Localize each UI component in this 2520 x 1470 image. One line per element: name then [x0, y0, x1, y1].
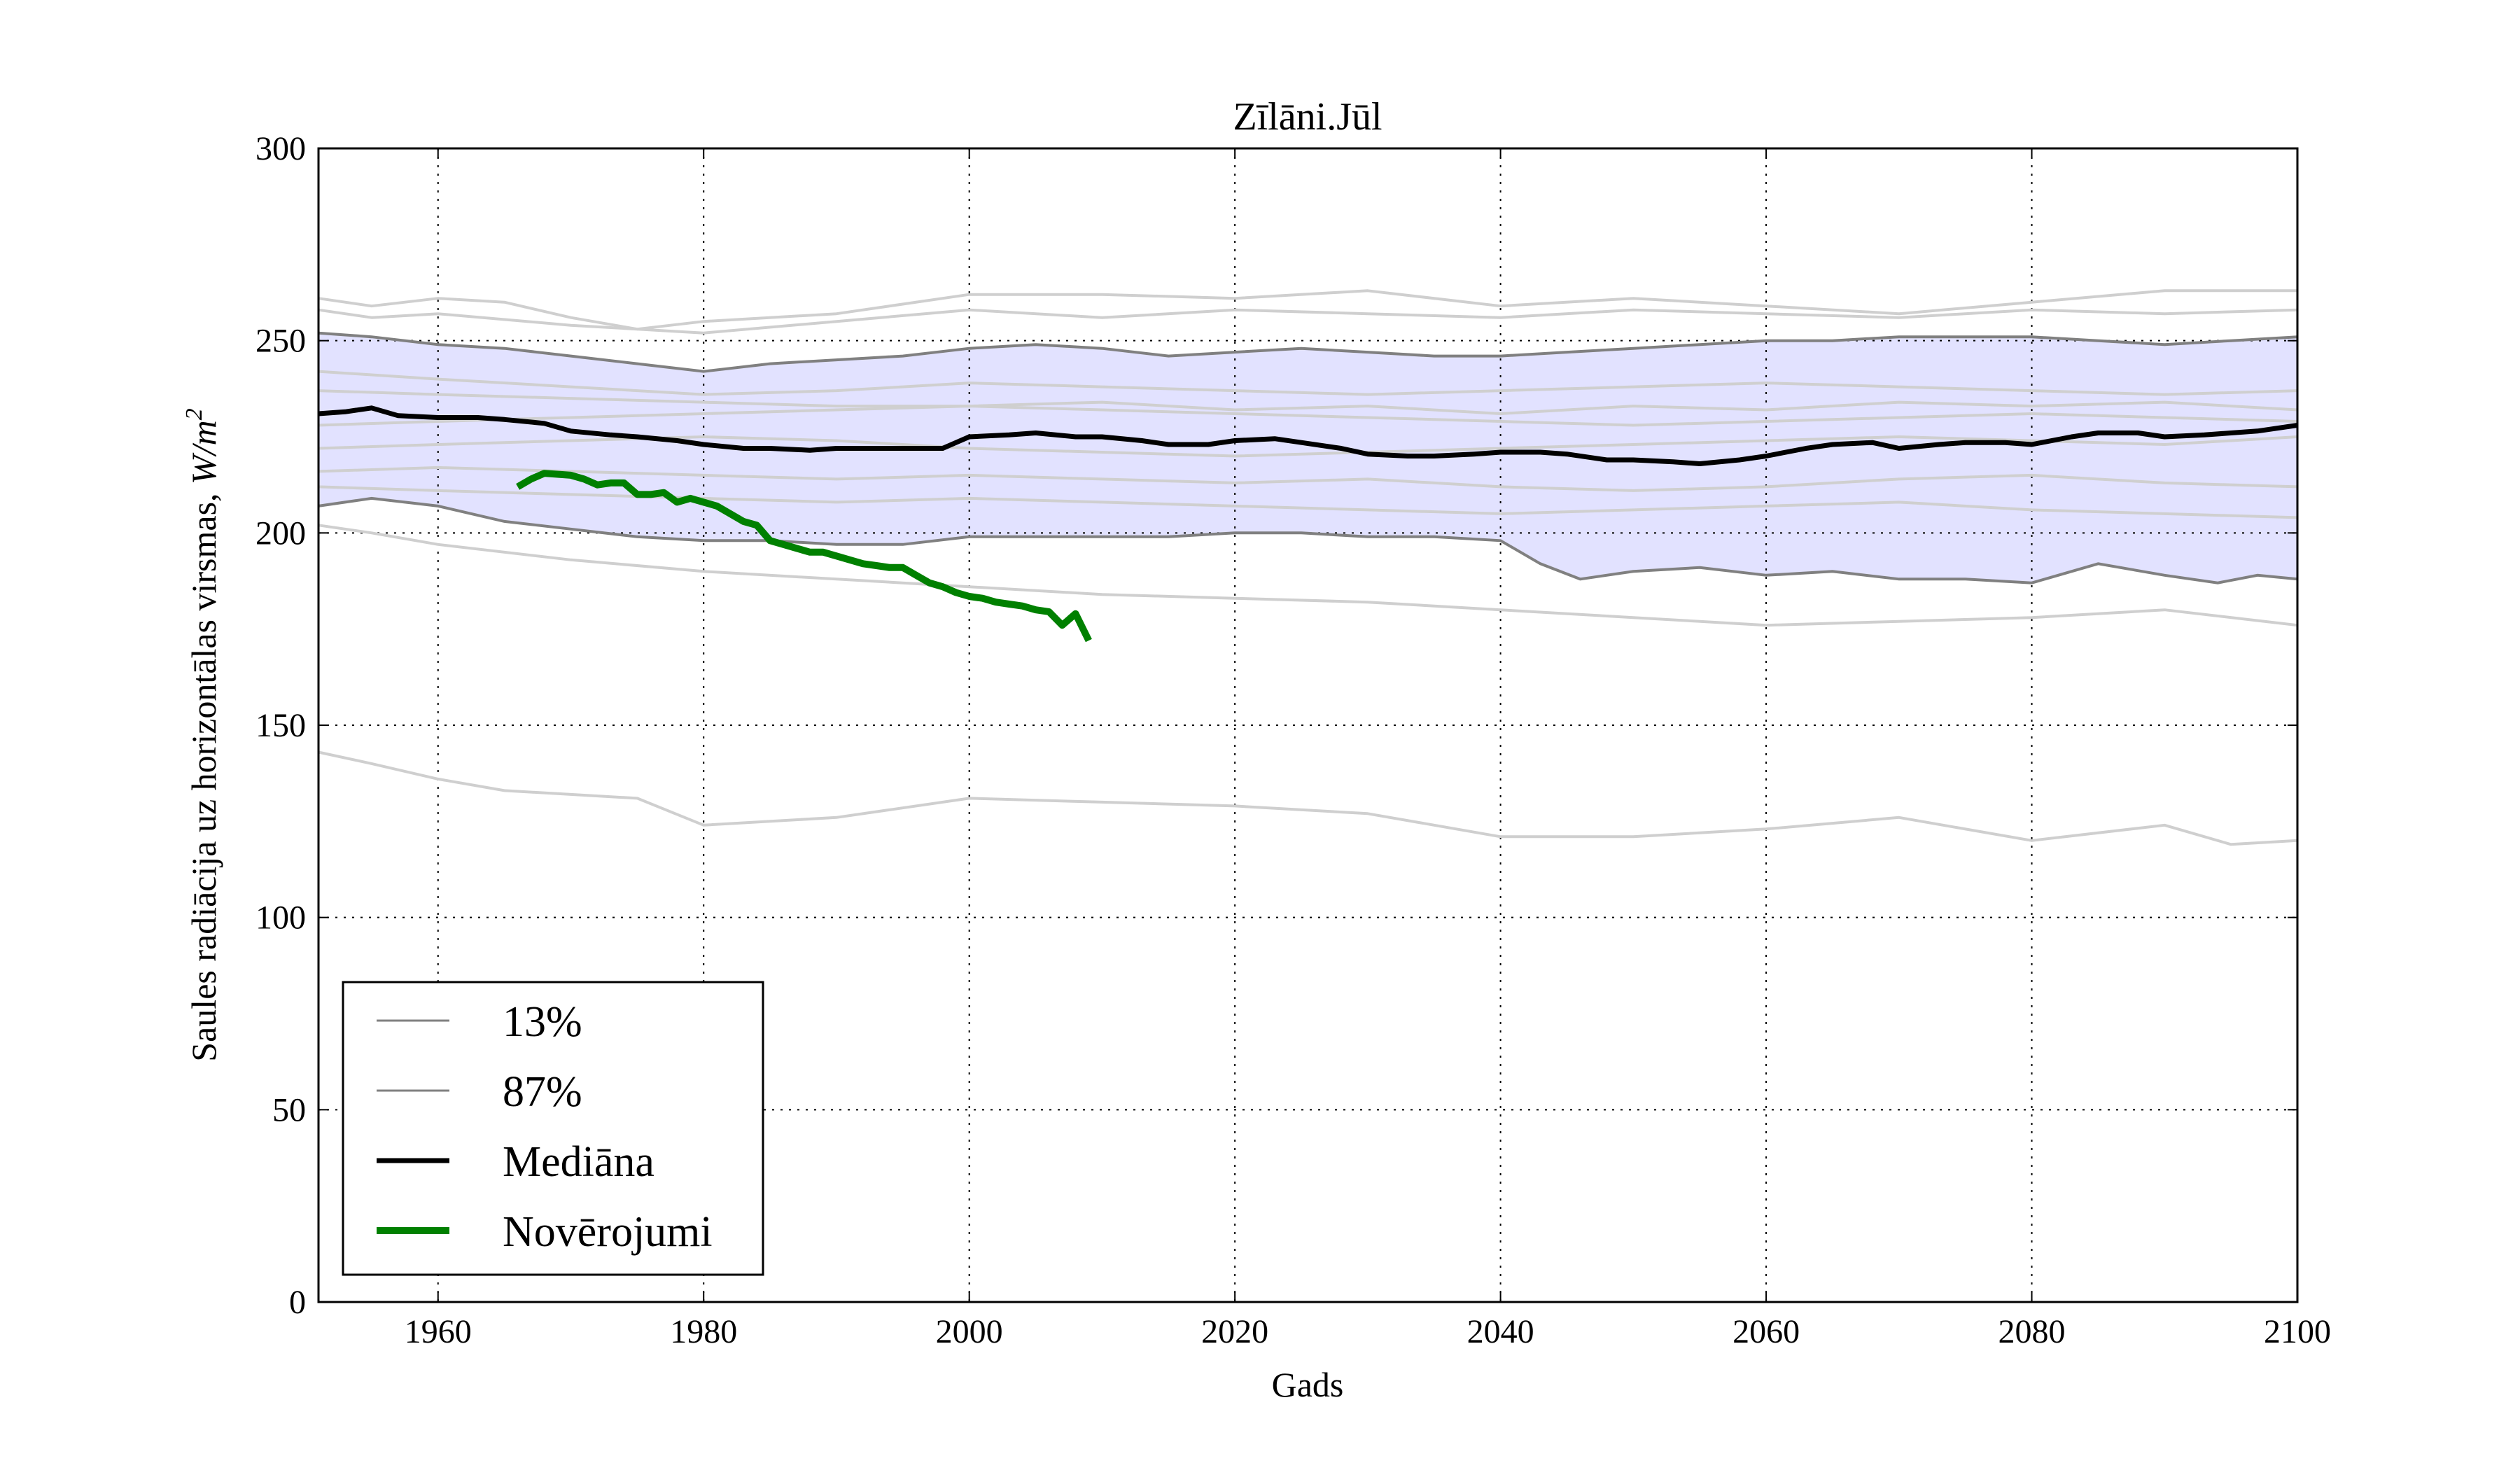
ensemble-member-line — [318, 289, 2297, 331]
x-tick-label: 1980 — [670, 1313, 737, 1350]
line-87-percent — [318, 331, 2298, 373]
y-tick-label: 50 — [272, 1091, 306, 1128]
x-tick-label: 2080 — [1998, 1313, 2066, 1350]
chart-title: Zīlāni.Jūl — [1233, 95, 1382, 139]
legend-label-observations: Novērojumi — [503, 1208, 713, 1256]
line-median — [318, 405, 2298, 466]
ensemble-member-line — [318, 465, 2298, 492]
x-tick-label: 1960 — [405, 1313, 472, 1350]
line-13-percent — [318, 496, 2298, 584]
y-tick-label: 250 — [255, 323, 306, 360]
y-axis-unit-m: /m — [184, 420, 223, 457]
legend-label-13: 13% — [503, 998, 582, 1046]
y-axis-title: Saules radiācija uz horizontālas virsmas… — [181, 408, 223, 1061]
legend-label-median: Mediāna — [503, 1138, 654, 1186]
x-tick-label: 2000 — [936, 1313, 1003, 1350]
percentile-band — [318, 332, 2297, 583]
y-tick-label: 200 — [255, 514, 306, 552]
y-axis-unit-exp: 2 — [181, 408, 207, 420]
ensemble-member-line — [318, 405, 2298, 427]
line-observations — [516, 470, 1092, 643]
y-tick-label: 100 — [255, 899, 306, 937]
legend-box — [342, 981, 764, 1276]
ensemble-member-line — [318, 389, 2298, 415]
y-tick-label: 300 — [255, 130, 306, 167]
y-tick-label: 150 — [255, 707, 306, 744]
y-axis-title-text: Saules radiācija uz horizontālas virsmas… — [184, 484, 223, 1062]
x-tick-label: 2040 — [1467, 1313, 1534, 1350]
ensemble-member-line — [318, 308, 2298, 335]
ensemble-member-line — [318, 524, 2298, 627]
y-axis-unit-w: W — [184, 452, 223, 484]
ensemble-member-line — [318, 750, 2298, 846]
legend: 13% 87% Mediāna Novērojumi — [342, 981, 764, 1276]
ensemble-member-line — [318, 370, 2298, 396]
x-tick-label: 2020 — [1201, 1313, 1268, 1350]
x-axis-title: Gads — [1272, 1365, 1344, 1404]
x-tick-label: 2060 — [1732, 1313, 1800, 1350]
legend-label-87: 87% — [503, 1068, 582, 1116]
plot-area: 1960 1980 2000 2020 2040 2060 2080 2100 0 50 100 15… — [255, 130, 2331, 1350]
x-tick-label: 2100 — [2264, 1313, 2331, 1350]
y-tick-label: 0 — [289, 1284, 306, 1321]
